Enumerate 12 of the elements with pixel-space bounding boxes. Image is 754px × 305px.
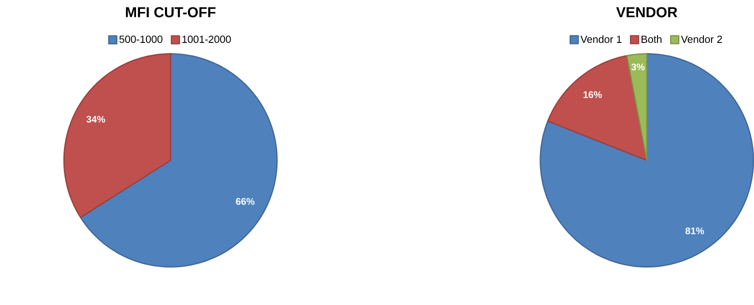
legend-label: Vendor 1 — [580, 35, 622, 43]
data-label: 81% — [685, 227, 704, 234]
chart-title: MFI CUT-OFF — [126, 7, 216, 18]
chart-title: VENDOR — [616, 7, 678, 18]
legend-label: Both — [642, 35, 662, 43]
data-label: 66% — [236, 198, 255, 205]
data-label: 34% — [86, 116, 106, 123]
legend-label: 500-1000 — [119, 35, 162, 43]
data-label: 16% — [584, 91, 602, 98]
legend-label: Vendor 2 — [680, 35, 722, 43]
legend-label: 1001-2000 — [182, 35, 231, 43]
data-label: 3% — [631, 63, 645, 70]
